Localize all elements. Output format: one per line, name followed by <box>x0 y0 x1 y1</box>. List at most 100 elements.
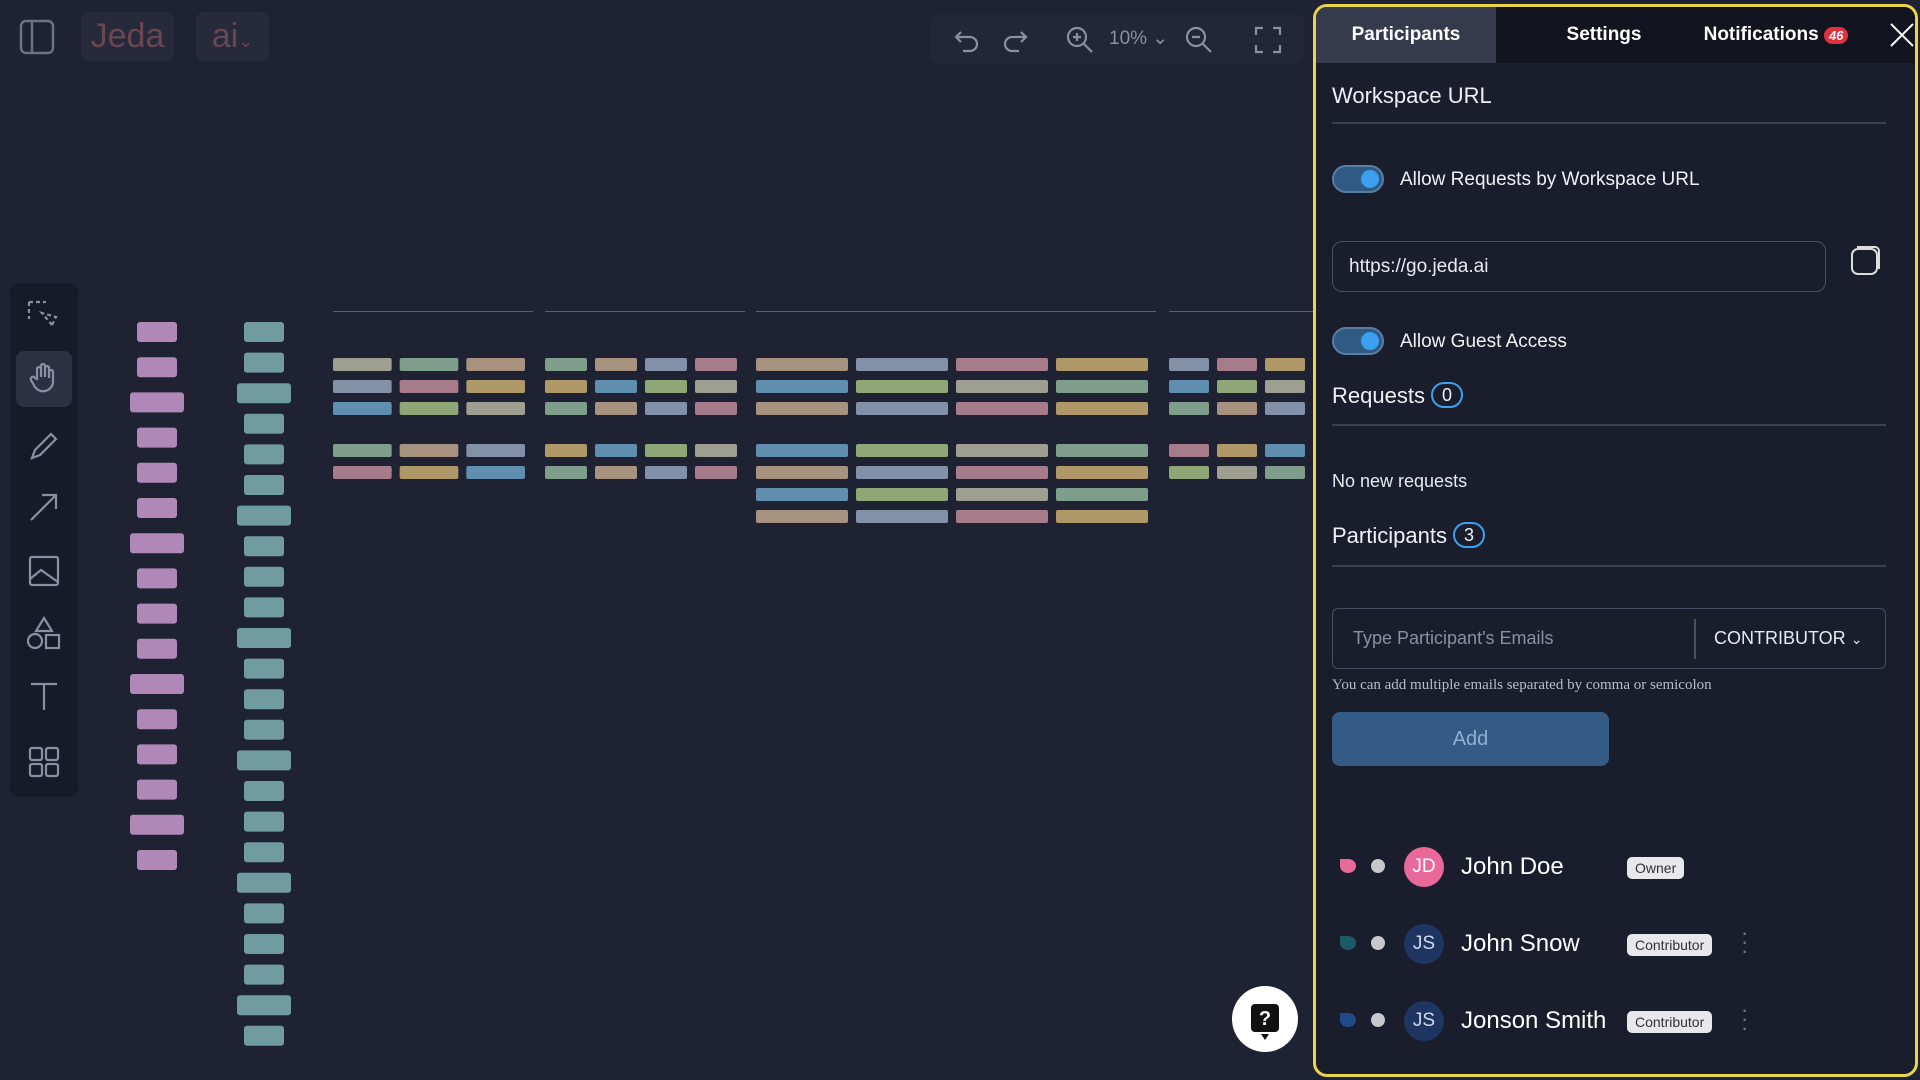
logo[interactable]: Jeda <box>81 12 174 61</box>
section-title: Requests 0 <box>1332 382 1463 409</box>
email-input[interactable]: Type Participant's Emails <box>1353 628 1554 648</box>
flow-node <box>137 462 177 483</box>
role-text: CONTRIBUTOR <box>1714 628 1846 648</box>
card <box>1056 358 1148 371</box>
templates-tool[interactable] <box>27 745 61 779</box>
frame-rule <box>333 311 533 312</box>
flow-node <box>237 628 291 648</box>
sidebar-toggle[interactable] <box>18 18 56 61</box>
card <box>333 380 392 393</box>
card <box>545 358 587 371</box>
toggle[interactable] <box>1332 327 1384 355</box>
flow-node <box>244 352 284 373</box>
card <box>956 488 1048 501</box>
card <box>545 380 587 393</box>
status-dot <box>1371 859 1385 873</box>
card <box>1217 444 1257 457</box>
flow-node <box>237 505 291 526</box>
flow-node <box>137 603 177 624</box>
role-badge: Contributor <box>1627 934 1713 956</box>
sidebar-icon <box>19 19 55 55</box>
card <box>545 466 587 479</box>
card <box>756 444 848 457</box>
card <box>399 380 459 393</box>
card <box>695 380 737 393</box>
cursor-color <box>1340 936 1356 950</box>
more-menu[interactable]: · · · <box>1741 997 1749 1040</box>
card <box>756 466 848 479</box>
participant-row: JD John Doe Owner <box>1316 843 1915 891</box>
role-select[interactable]: CONTRIBUTOR ⌄ <box>1714 628 1863 648</box>
hint: You can add multiple emails separated by… <box>1332 677 1712 693</box>
participant-row: JS John Snow Contributor · · · <box>1316 920 1915 968</box>
toggle-label: Allow Guest Access <box>1400 331 1567 352</box>
flow-node <box>137 638 177 659</box>
card <box>466 466 525 479</box>
help-button[interactable]: ? <box>1232 986 1298 1052</box>
card <box>1169 444 1209 457</box>
count-badge: 3 <box>1452 522 1485 548</box>
card <box>399 444 459 457</box>
tab[interactable]: Participants <box>1316 7 1496 63</box>
zoom-text: 10% <box>1109 28 1148 49</box>
notification-badge: 46 <box>1823 27 1849 44</box>
card <box>595 444 637 457</box>
shape-tool[interactable] <box>26 615 62 651</box>
card <box>1056 510 1148 523</box>
flow-node <box>244 566 284 587</box>
close-panel[interactable] <box>1888 21 1916 49</box>
card <box>595 466 637 479</box>
card <box>333 466 392 479</box>
flow-node <box>244 322 284 342</box>
url-field[interactable]: https://go.jeda.ai <box>1332 241 1826 292</box>
flow-node <box>244 811 284 832</box>
copy-url[interactable] <box>1849 245 1881 277</box>
card <box>1217 380 1257 393</box>
card <box>645 444 687 457</box>
more-menu[interactable]: · · · <box>1741 920 1749 963</box>
card <box>756 488 848 501</box>
select-tool[interactable] <box>26 299 62 335</box>
card <box>645 466 687 479</box>
card <box>595 358 637 371</box>
card <box>1217 358 1257 371</box>
cursor-color <box>1340 1013 1356 1027</box>
card <box>956 402 1048 415</box>
pen-tool[interactable] <box>27 429 61 463</box>
undo[interactable] <box>953 26 981 54</box>
flow-node <box>137 568 177 589</box>
flow-node <box>237 872 291 893</box>
avatar: JD <box>1404 847 1444 887</box>
card <box>1265 380 1305 393</box>
card <box>856 358 948 371</box>
flow-node <box>244 842 284 863</box>
toggle[interactable] <box>1332 165 1384 193</box>
zoom-out[interactable] <box>1184 25 1214 55</box>
hand-tool-active[interactable] <box>16 351 72 407</box>
flow-node <box>244 444 284 465</box>
zoom-level[interactable]: 10% ⌄ <box>1109 28 1169 49</box>
fullscreen[interactable] <box>1253 25 1283 55</box>
card <box>756 358 848 371</box>
card <box>399 358 459 371</box>
card <box>1265 466 1305 479</box>
card <box>545 402 587 415</box>
arrow-tool[interactable] <box>27 490 61 524</box>
add-button[interactable]: Add <box>1332 712 1609 766</box>
ai-label: ai <box>211 17 239 55</box>
card <box>1217 402 1257 415</box>
tab[interactable]: Settings <box>1566 24 1642 45</box>
card <box>645 402 687 415</box>
flow-node <box>244 689 284 710</box>
image-tool[interactable] <box>27 554 61 588</box>
divider <box>1332 424 1886 426</box>
participant-name: John Doe <box>1461 853 1564 880</box>
flow-node <box>137 357 177 378</box>
flow-node <box>137 744 177 765</box>
ai-menu[interactable]: ai⌄ <box>196 12 269 61</box>
redo[interactable] <box>1001 26 1029 54</box>
text-tool[interactable] <box>27 679 61 713</box>
avatar: JS <box>1404 924 1444 964</box>
tab[interactable]: Notifications 46 <box>1691 7 1861 63</box>
zoom-in[interactable] <box>1065 25 1095 55</box>
